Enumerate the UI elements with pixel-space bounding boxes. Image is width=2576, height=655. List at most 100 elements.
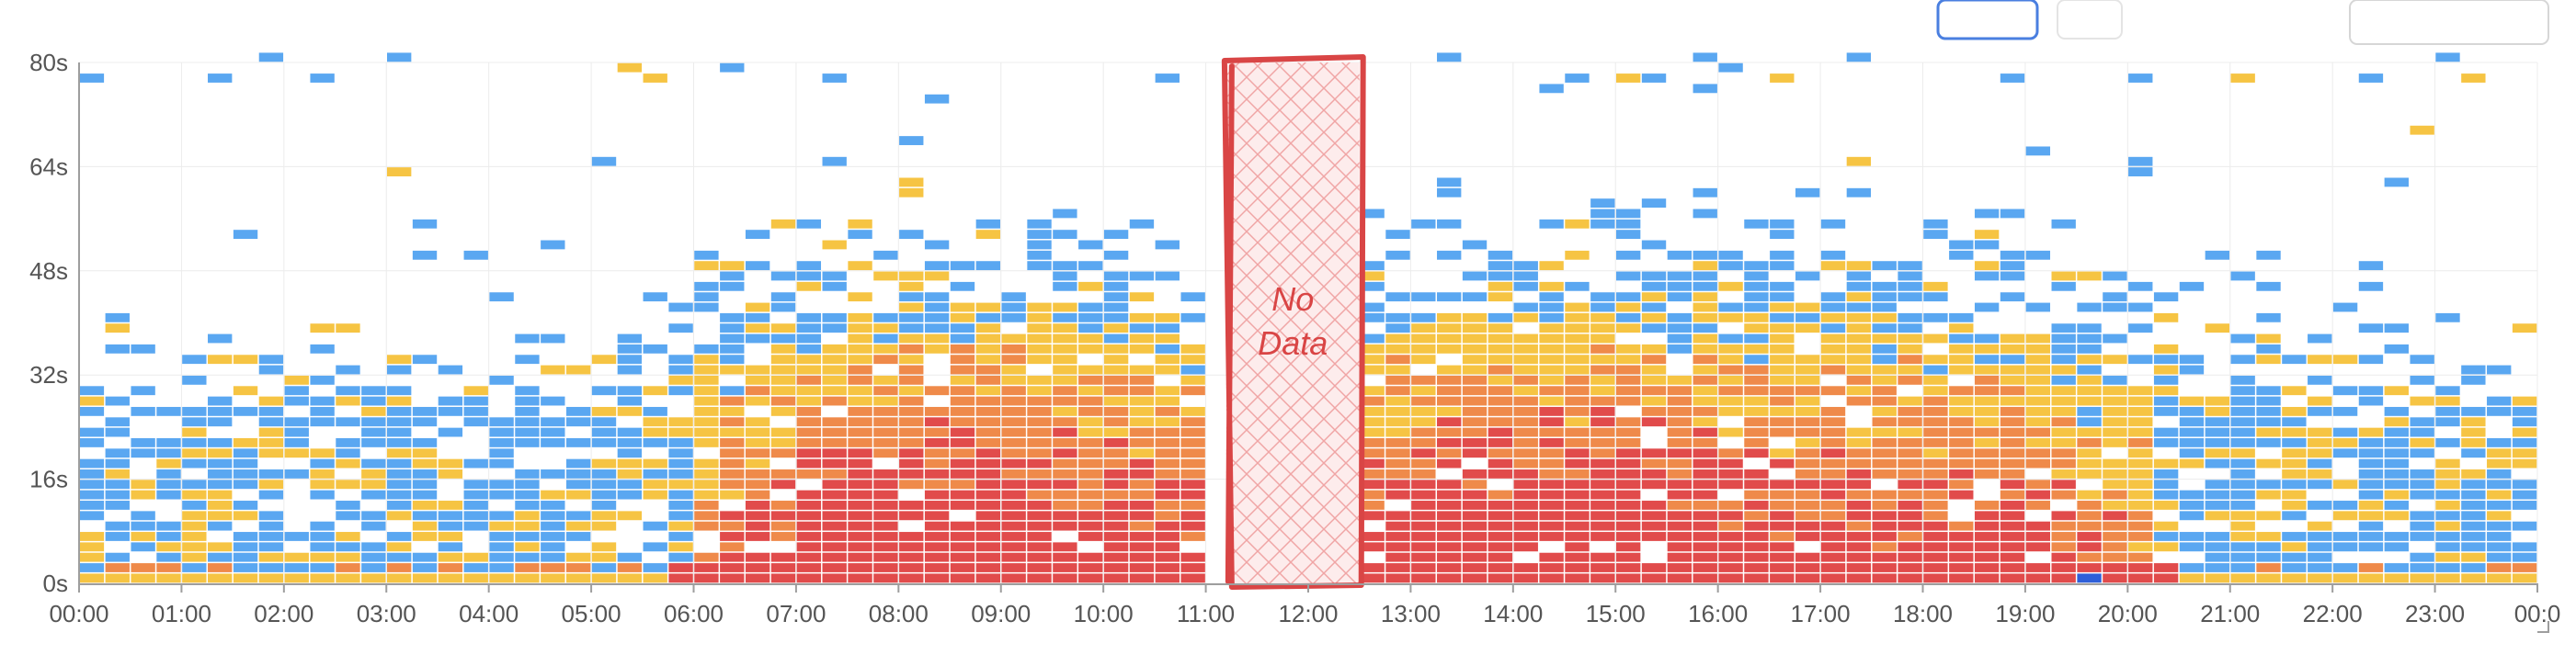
heatmap-cell — [591, 563, 617, 572]
heatmap-cell — [2077, 490, 2102, 500]
heatmap-cell — [1053, 521, 1077, 531]
heatmap-cell — [131, 563, 155, 572]
heatmap-cell — [1539, 323, 1564, 333]
heatmap-cell — [2358, 281, 2384, 291]
heatmap-cell — [361, 396, 386, 406]
resize-corner-icon[interactable] — [2537, 621, 2549, 633]
heatmap-cell — [1770, 427, 1795, 437]
heatmap-cell — [1129, 333, 1155, 344]
heatmap-cell — [387, 511, 412, 521]
heatmap-cell — [361, 469, 386, 479]
heatmap-cell — [1923, 480, 1948, 490]
heatmap-cell — [1744, 333, 1769, 344]
heatmap-cell — [1487, 542, 1513, 552]
heatmap-cell — [1129, 480, 1155, 490]
heatmap-cell — [310, 532, 335, 541]
heatmap-cell — [1053, 365, 1077, 375]
heatmap-cell — [1360, 427, 1385, 437]
heatmap-cell — [1590, 563, 1615, 572]
heatmap-cell — [1898, 375, 1922, 385]
heatmap-cell — [2000, 292, 2025, 302]
heatmap-cell — [1565, 355, 1590, 365]
heatmap-cell — [1078, 417, 1103, 427]
x-tick-label: 13:00 — [1381, 600, 1441, 627]
heatmap-cell — [720, 323, 745, 333]
y-tick-label: 0s — [43, 570, 68, 597]
toolbar-toggle-inactive[interactable] — [2057, 0, 2123, 40]
heatmap-cell — [1539, 448, 1564, 458]
heatmap-cell — [975, 261, 1000, 271]
heatmap-cell — [1487, 521, 1513, 531]
heatmap-cell — [1795, 323, 1820, 333]
heatmap-cell — [1693, 355, 1717, 365]
heatmap-cell — [2410, 448, 2434, 458]
heatmap-cell — [2000, 511, 2025, 521]
heatmap-cell — [1180, 532, 1205, 541]
heatmap-cell — [591, 490, 617, 500]
heatmap-cell — [1001, 480, 1026, 490]
heatmap-cell — [1360, 396, 1385, 406]
heatmap-cell — [2358, 563, 2384, 572]
heatmap-cell — [1872, 292, 1897, 302]
heatmap-cell — [1718, 302, 1743, 312]
heatmap-cell — [1103, 333, 1129, 344]
heatmap-cell — [1539, 84, 1564, 94]
heatmap-cell — [1053, 437, 1077, 447]
heatmap-cell — [2332, 437, 2358, 447]
heatmap-cell — [822, 480, 847, 490]
heatmap-cell — [336, 448, 360, 458]
heatmap-cell — [899, 417, 924, 427]
heatmap-cell — [310, 344, 335, 354]
heatmap-cell — [873, 437, 898, 447]
heatmap-cell — [899, 480, 924, 490]
heatmap-cell — [1974, 417, 2000, 427]
heatmap-cell — [848, 355, 872, 365]
heatmap-cell — [2230, 427, 2255, 437]
heatmap-cell — [1462, 427, 1487, 437]
heatmap-cell — [1027, 312, 1052, 322]
heatmap-cell — [310, 490, 335, 500]
heatmap-cell — [1129, 563, 1155, 572]
heatmap-cell — [1437, 563, 1462, 572]
heatmap-cell — [1513, 427, 1538, 437]
heatmap-cell — [1539, 302, 1564, 312]
heatmap-cell — [2153, 490, 2179, 500]
heatmap-cell — [745, 396, 770, 406]
heatmap-cell — [208, 396, 233, 406]
heatmap-cell — [1539, 261, 1564, 271]
heatmap-cell — [2051, 458, 2076, 469]
heatmap-cell — [2332, 511, 2358, 521]
heatmap-cell — [899, 448, 924, 458]
heatmap-cell — [617, 365, 643, 375]
x-tick-label: 05:00 — [562, 600, 621, 627]
heatmap-cell — [899, 292, 924, 302]
heatmap-cell — [1872, 563, 1897, 572]
heatmap-cell — [1385, 490, 1410, 500]
heatmap-cell — [463, 573, 488, 583]
heatmap-cell — [617, 448, 643, 458]
heatmap-cell — [1411, 427, 1436, 437]
heatmap-cell — [1360, 511, 1385, 521]
heatmap-cell — [565, 573, 591, 583]
heatmap-cell — [1513, 355, 1538, 365]
heatmap-cell — [1898, 521, 1922, 531]
heatmap-cell — [770, 480, 796, 490]
heatmap-cell — [924, 417, 950, 427]
toolbar-toggle-active[interactable] — [1936, 0, 2039, 40]
toolbar-dropdown[interactable] — [2349, 0, 2549, 45]
heatmap-cell — [1411, 219, 1436, 229]
heatmap-cell — [1103, 365, 1129, 375]
heatmap-cell — [1027, 542, 1052, 552]
heatmap-cell — [770, 396, 796, 406]
heatmap-cell — [2153, 501, 2179, 510]
heatmap-cell — [1923, 552, 1948, 562]
heatmap-cell — [1718, 480, 1743, 490]
heatmap-cell — [745, 532, 770, 541]
heatmap-cell — [1693, 323, 1717, 333]
heatmap-cell — [2230, 437, 2255, 447]
heatmap-cell — [541, 490, 565, 500]
heatmap-cell — [1539, 437, 1564, 447]
heatmap-cell — [950, 406, 975, 416]
heatmap-cell — [745, 480, 770, 490]
heatmap-cell — [2025, 386, 2051, 396]
